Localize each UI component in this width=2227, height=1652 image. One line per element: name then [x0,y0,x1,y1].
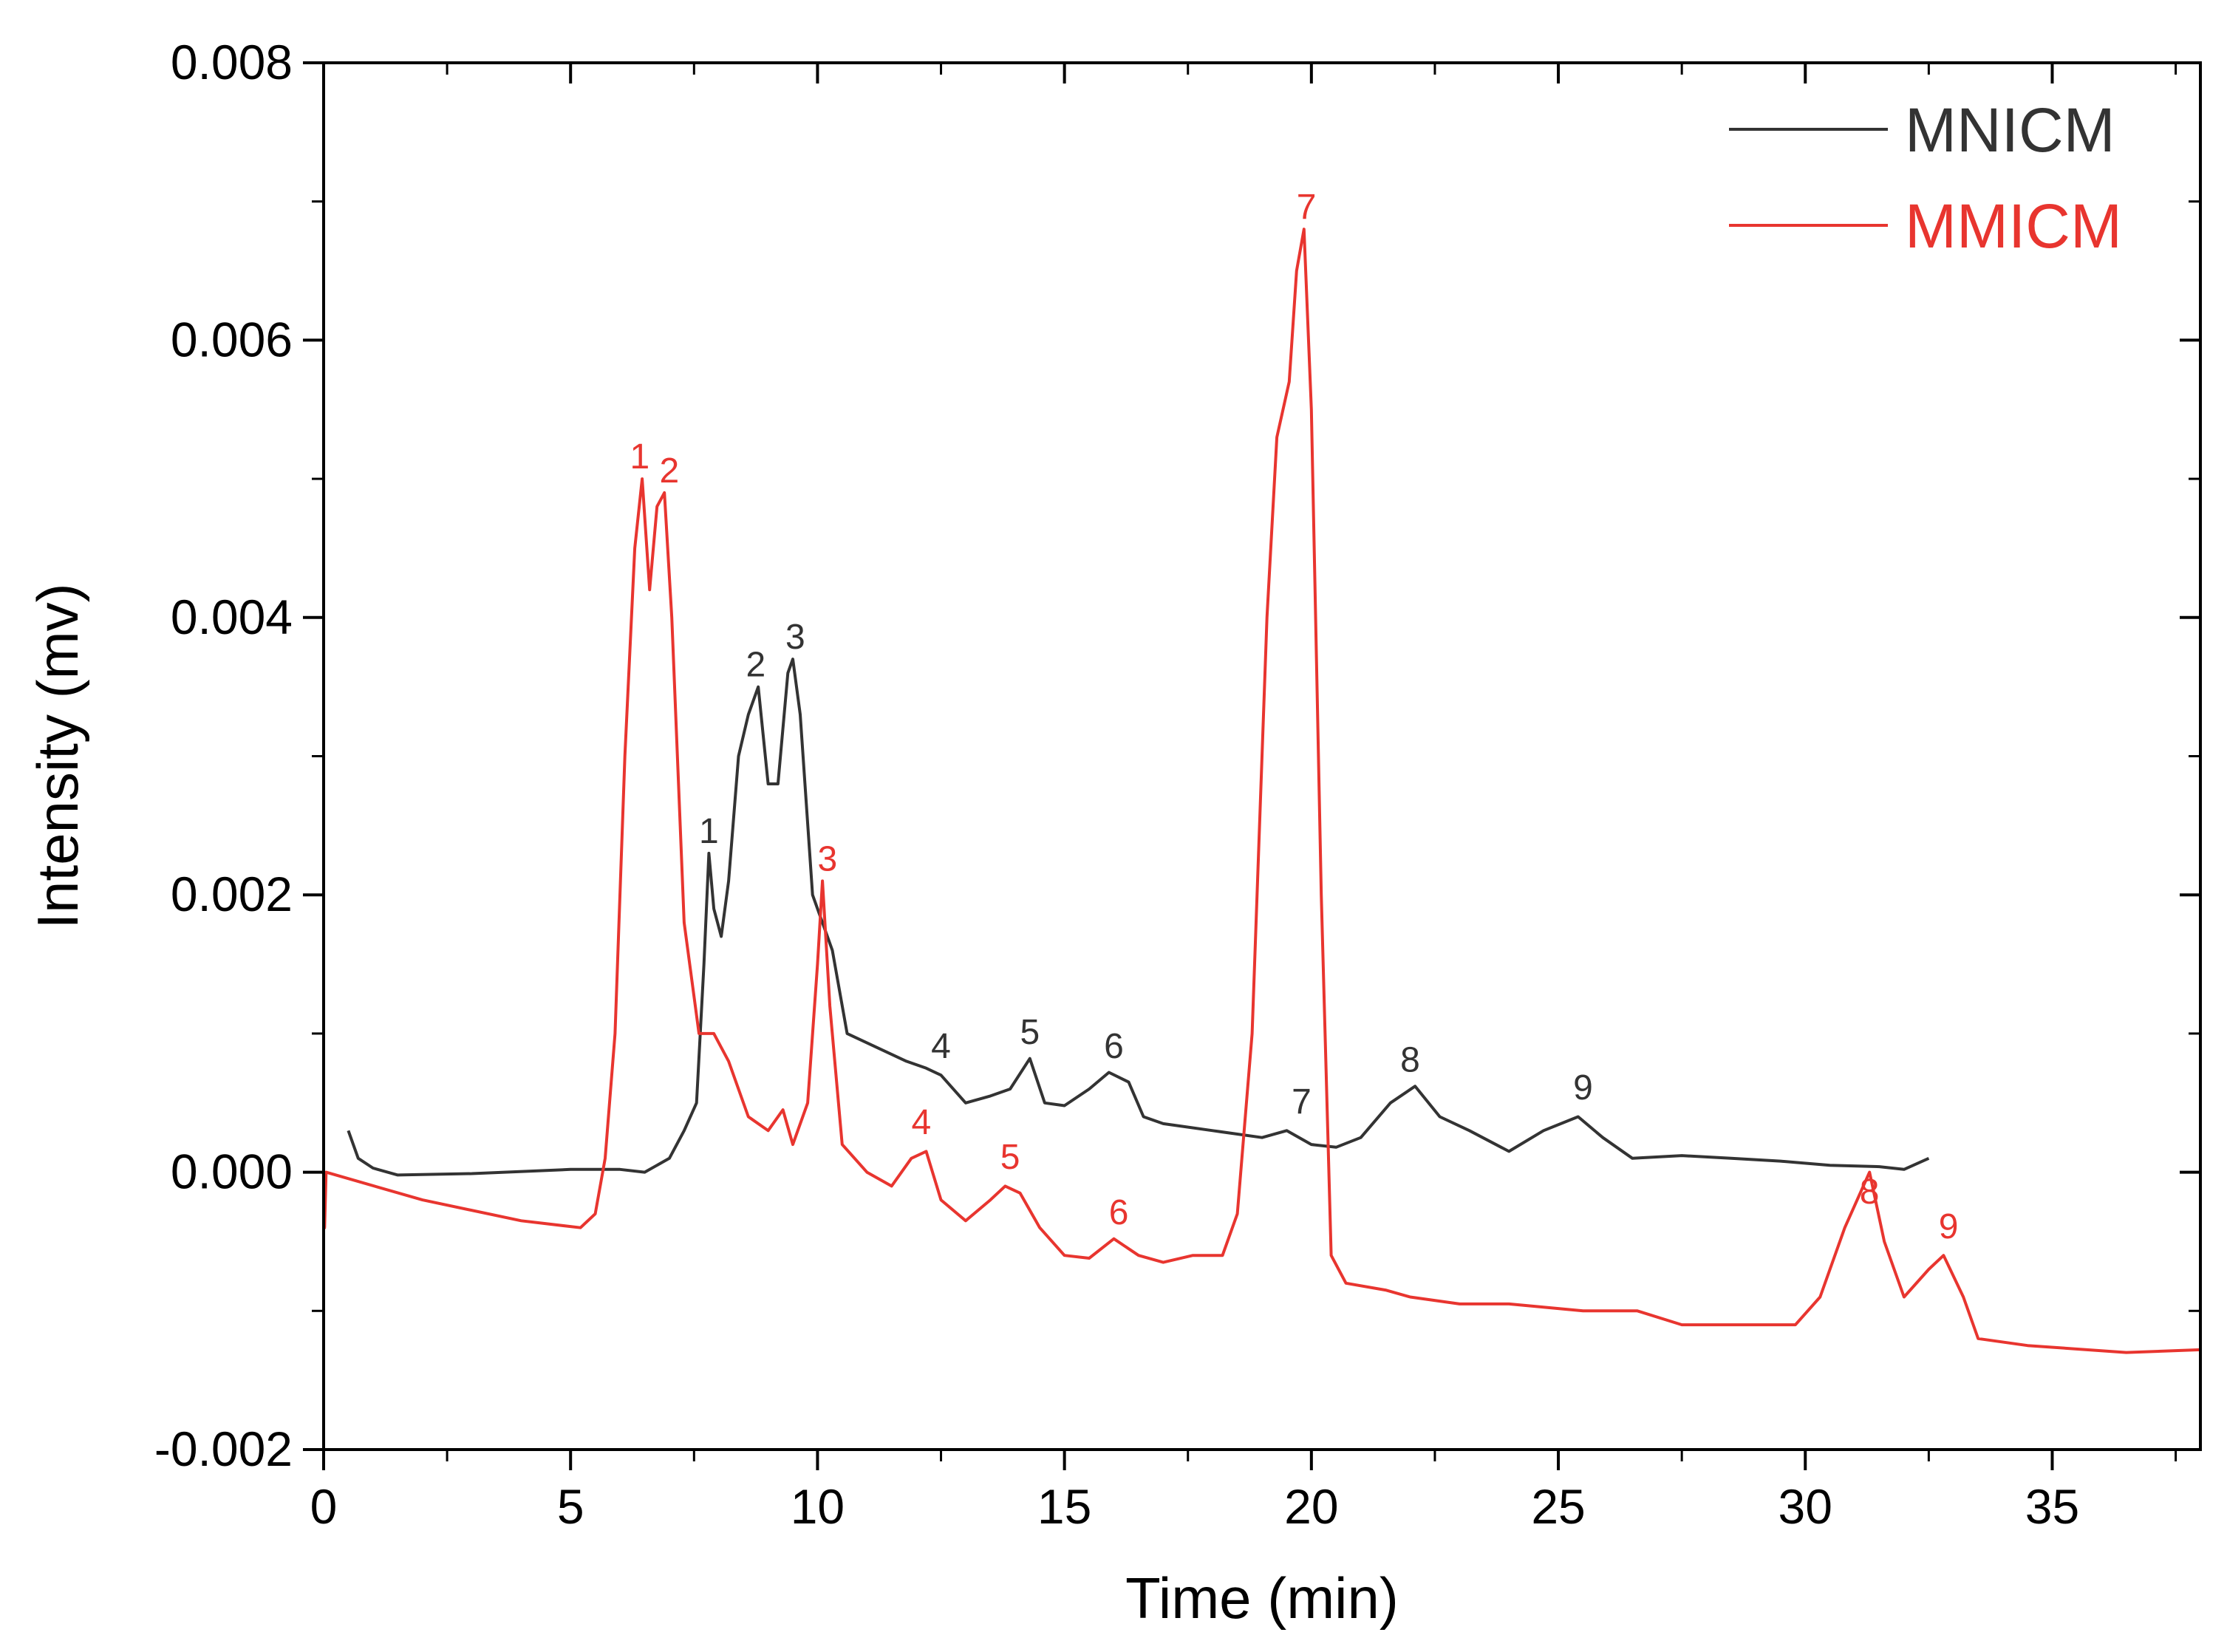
x-tick-label: 35 [2025,1479,2079,1534]
legend: MNICM MMICM [1729,95,2122,261]
peak-label-mnicm: 2 [746,646,766,685]
x-tick-label: 30 [1778,1479,1832,1534]
x-tick-label: 5 [557,1479,584,1534]
x-tick-label: 25 [1531,1479,1585,1534]
peak-label-mnicm: 3 [785,618,805,657]
peak-label-mmicm: 1 [630,437,649,477]
peak-label-mnicm: 9 [1573,1068,1593,1107]
peak-label-mmicm: 6 [1109,1193,1129,1232]
x-tick-label: 15 [1037,1479,1091,1534]
peak-label-mmicm: 2 [660,451,680,491]
y-tick-label: 0.008 [171,35,293,89]
peak-label-mnicm: 4 [931,1027,951,1066]
y-tick-label: 0.004 [171,590,293,644]
peak-label-mnicm: 6 [1104,1027,1124,1066]
x-axis-title: Time (min) [1125,1566,1399,1631]
axes: 0 5 10 15 20 25 30 35-0.0020.0000.0020.0040.006… [154,35,2202,1534]
peak-label-mmicm: 7 [1297,188,1317,227]
peak-label-mmicm: 3 [817,839,837,878]
y-tick-label: -0.002 [154,1421,293,1476]
peak-label-mnicm: 7 [1292,1082,1312,1122]
y-tick-label: 0.006 [171,312,293,366]
peak-label-mnicm: 5 [1020,1013,1040,1052]
peak-label-mnicm: 1 [699,812,719,851]
y-tick-label: 0.002 [171,867,293,921]
x-tick-label: 0 [310,1479,338,1534]
peak-label-mnicm: 8 [1400,1041,1420,1080]
peak-label-mmicm: 9 [1939,1207,1959,1246]
x-tick-label: 10 [791,1479,845,1534]
peak-label-mmicm: 5 [1000,1138,1020,1177]
y-axis-title: Intensity (mv) [25,583,90,929]
peak-label-mmicm: 8 [1860,1173,1880,1212]
series-line-mmicm [322,228,2201,1354]
plot-lines [322,228,2201,1354]
x-tick-label: 20 [1284,1479,1338,1534]
legend-label-mnicm: MNICM [1905,95,2115,165]
peak-label-mmicm: 4 [911,1103,931,1142]
legend-label-mmicm: MMICM [1905,191,2122,261]
y-tick-label: 0.000 [171,1144,293,1199]
